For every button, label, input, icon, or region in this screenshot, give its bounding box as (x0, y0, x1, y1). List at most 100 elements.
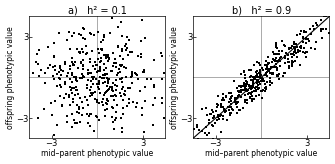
Point (323, 14, 329, 17)
Point (93, 63, 99, 66)
Point (243, 94, 248, 96)
Point (285, 57, 290, 60)
Point (216, 118, 222, 121)
Point (113, 61, 119, 64)
Point (95, 99, 100, 101)
Point (57, 77, 62, 79)
Point (62, 82, 67, 85)
Point (225, 105, 230, 108)
Point (232, 98, 238, 101)
Point (251, 78, 256, 81)
Point (305, 38, 311, 40)
Point (293, 45, 298, 48)
Point (196, 138, 201, 141)
Point (94, 101, 99, 103)
Point (242, 100, 248, 103)
Point (244, 84, 249, 87)
Point (276, 72, 281, 75)
Point (103, 57, 109, 60)
Point (152, 97, 157, 99)
Point (251, 64, 256, 66)
Point (279, 40, 284, 42)
Point (57, 65, 62, 67)
Point (110, 89, 116, 92)
Point (281, 44, 286, 47)
Point (60, 69, 65, 72)
Point (104, 102, 109, 104)
Point (285, 61, 291, 63)
Point (279, 50, 284, 52)
Point (297, 63, 303, 66)
Point (97, 52, 102, 54)
Point (51, 41, 57, 44)
Point (259, 97, 265, 100)
Point (309, 32, 314, 35)
Point (117, 92, 123, 95)
Point (289, 64, 294, 67)
Point (71, 75, 76, 78)
Point (270, 66, 276, 69)
Point (161, 117, 166, 119)
Point (215, 94, 220, 97)
Point (248, 68, 253, 71)
Point (268, 66, 274, 68)
Point (136, 55, 141, 57)
Point (255, 88, 260, 91)
Point (75, 79, 80, 82)
Point (112, 58, 117, 60)
Point (328, 14, 333, 17)
Point (262, 89, 268, 92)
Point (69, 57, 74, 60)
Point (241, 70, 247, 73)
Point (265, 63, 270, 65)
Point (109, 16, 115, 19)
Point (73, 77, 78, 79)
Point (86, 122, 91, 125)
Point (65, 121, 70, 123)
Point (297, 32, 303, 35)
Point (245, 92, 251, 95)
Point (265, 56, 270, 58)
Point (102, 92, 107, 94)
Point (144, 78, 149, 81)
Point (116, 45, 121, 47)
Point (98, 60, 104, 63)
Point (85, 69, 91, 72)
Point (54, 123, 60, 126)
Point (88, 71, 93, 74)
Point (82, 95, 88, 98)
Point (205, 114, 210, 117)
Point (100, 38, 106, 41)
Point (295, 48, 300, 51)
Point (77, 32, 82, 35)
Point (243, 76, 248, 79)
Point (119, 65, 124, 68)
Point (207, 122, 212, 124)
Point (275, 74, 280, 76)
Point (130, 82, 135, 84)
Point (107, 87, 112, 90)
Point (254, 71, 259, 73)
Point (256, 62, 261, 64)
Point (96, 82, 102, 85)
Point (256, 81, 261, 83)
Point (259, 90, 264, 92)
Point (57, 67, 62, 69)
Point (68, 85, 73, 88)
Point (257, 72, 263, 75)
Point (133, 105, 139, 108)
Point (141, 71, 146, 73)
Point (115, 85, 120, 88)
Point (104, 97, 110, 100)
Point (105, 77, 110, 79)
Point (255, 73, 260, 76)
Point (97, 68, 103, 71)
Point (86, 72, 91, 75)
Point (265, 62, 270, 64)
Point (109, 106, 114, 109)
Point (114, 66, 119, 68)
Point (291, 52, 296, 55)
Point (117, 64, 122, 67)
Point (118, 71, 123, 73)
Point (97, 92, 103, 94)
